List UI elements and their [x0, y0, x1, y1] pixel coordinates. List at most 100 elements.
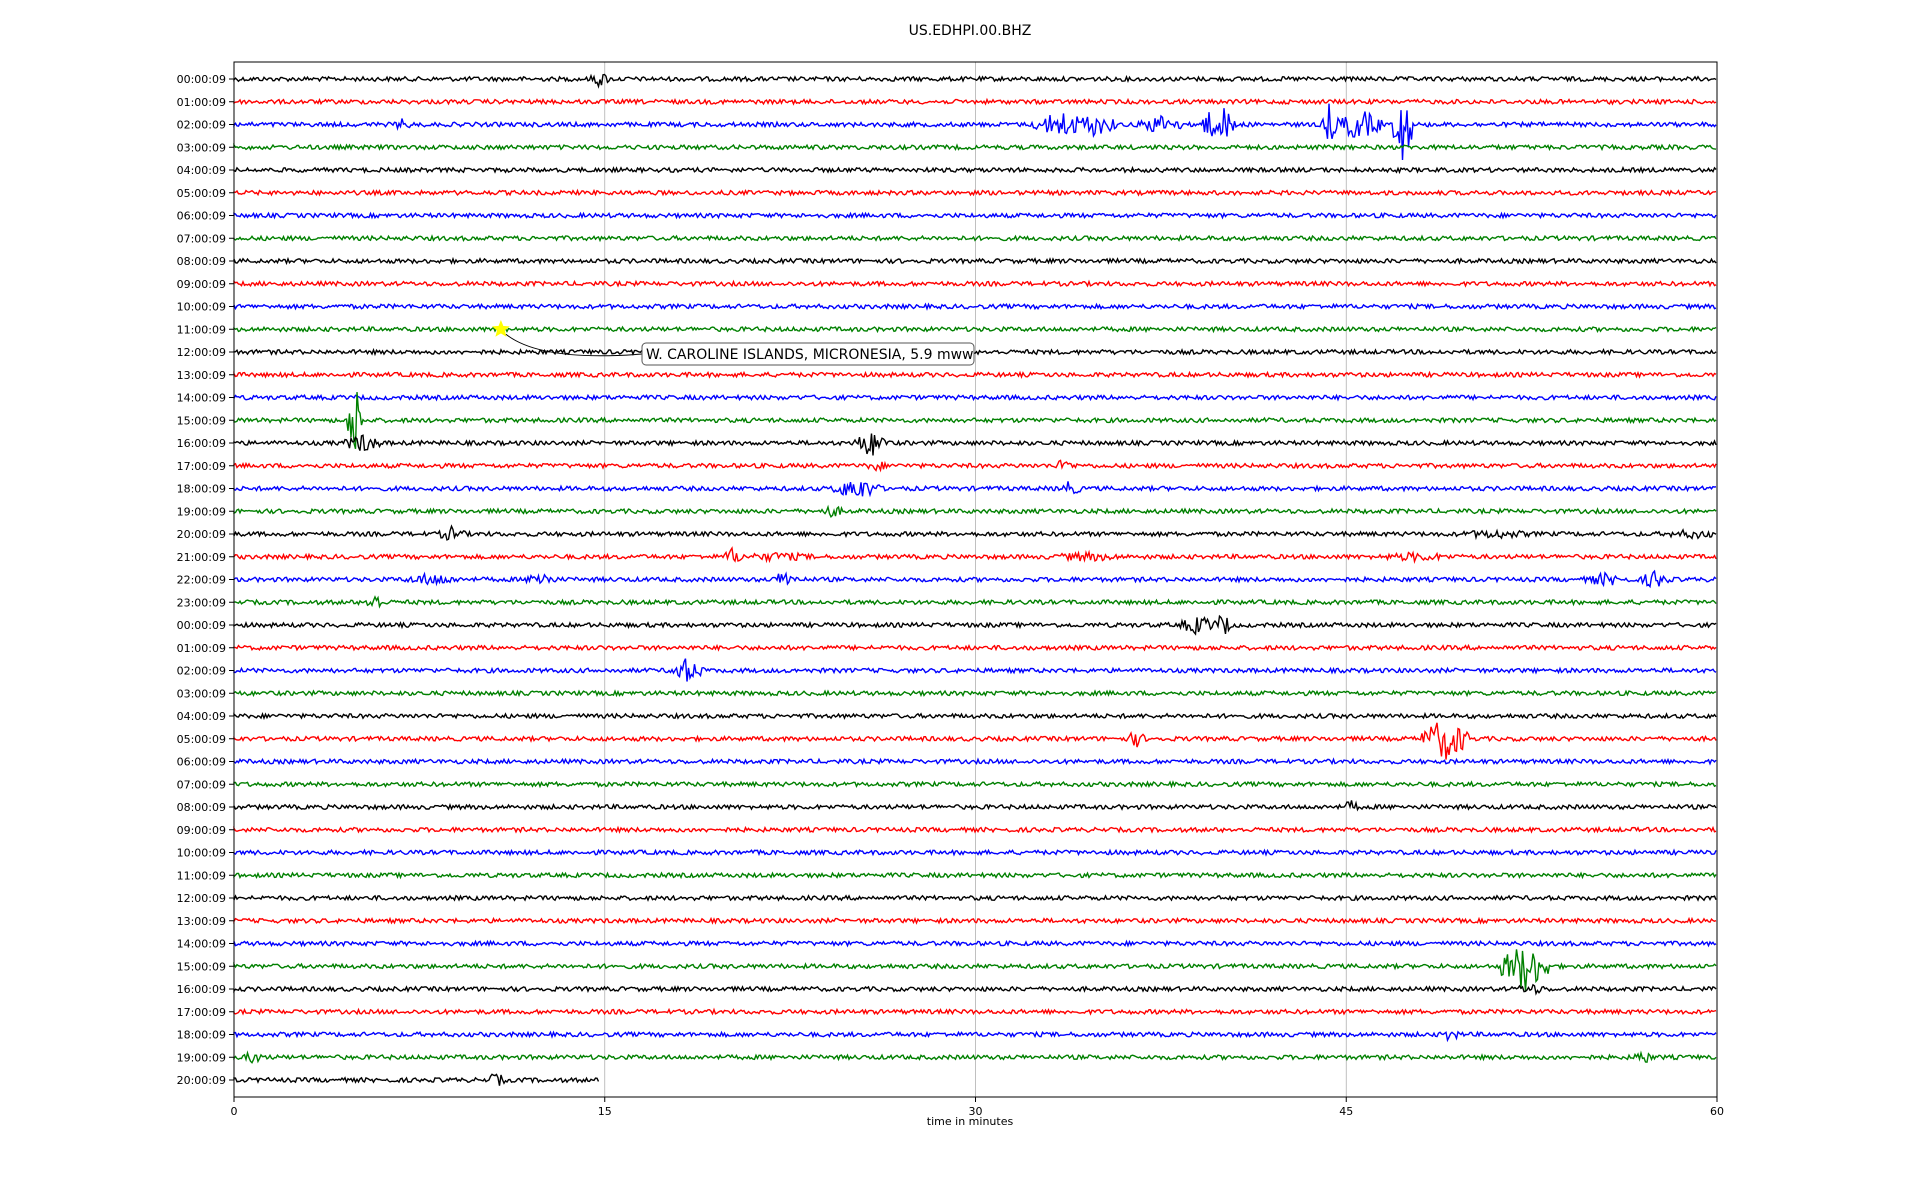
trace-row-9	[233, 279, 1717, 288]
y-tick-label-39: 15:00:09	[177, 960, 226, 973]
trace-row-13	[233, 370, 1717, 379]
y-tick-label-34: 10:00:09	[177, 847, 226, 860]
trace-row-6	[233, 211, 1717, 220]
annotation-text: W. CAROLINE ISLANDS, MICRONESIA, 5.9 mww	[646, 347, 973, 363]
y-tick-label-0: 00:00:09	[177, 73, 226, 86]
y-tick-label-20: 20:00:09	[177, 528, 226, 541]
y-tick-label-44: 20:00:09	[177, 1074, 226, 1087]
trace-row-26	[233, 658, 1717, 682]
trace-row-4	[233, 165, 1717, 175]
y-tick-label-29: 05:00:09	[177, 733, 226, 746]
trace-row-38	[233, 939, 1717, 948]
annotation-box	[641, 342, 975, 366]
trace-row-43	[233, 1050, 1717, 1064]
y-tick-label-7: 07:00:09	[177, 232, 226, 245]
trace-row-23	[233, 595, 1717, 609]
trace-row-21	[233, 546, 1717, 565]
y-tick-label-31: 07:00:09	[177, 778, 226, 791]
trace-row-1	[233, 97, 1717, 106]
y-tick-label-12: 12:00:09	[177, 346, 226, 359]
y-tick-label-16: 16:00:09	[177, 437, 226, 450]
trace-row-39	[233, 949, 1717, 991]
trace-row-41	[233, 1007, 1717, 1016]
trace-row-11	[233, 325, 1717, 334]
y-tick-label-24: 00:00:09	[177, 619, 226, 632]
y-tick-label-28: 04:00:09	[177, 710, 226, 723]
y-tick-label-38: 14:00:09	[177, 938, 226, 951]
trace-row-15	[233, 392, 1717, 449]
x-tick-label-2: 30	[969, 1105, 983, 1118]
trace-row-12	[233, 347, 1717, 357]
y-tick-label-5: 05:00:09	[177, 187, 226, 200]
y-tick-label-25: 01:00:09	[177, 642, 226, 655]
y-tick-label-30: 06:00:09	[177, 756, 226, 769]
y-tick-label-43: 19:00:09	[177, 1051, 226, 1064]
y-tick-label-10: 10:00:09	[177, 301, 226, 314]
trace-row-27	[233, 689, 1717, 698]
y-tick-label-14: 14:00:09	[177, 392, 226, 405]
trace-row-5	[233, 188, 1717, 197]
y-tick-label-13: 13:00:09	[177, 369, 226, 382]
seismogram-traces	[233, 73, 1717, 1086]
trace-row-42	[233, 1030, 1717, 1043]
y-tick-label-21: 21:00:09	[177, 551, 226, 564]
x-tick-label-4: 60	[1710, 1105, 1724, 1118]
trace-row-25	[233, 643, 1717, 652]
trace-row-0	[233, 73, 1717, 89]
x-axis-label: time in minutes	[927, 1115, 1014, 1128]
trace-row-14	[233, 393, 1717, 402]
y-tick-label-27: 03:00:09	[177, 687, 226, 700]
trace-row-31	[233, 780, 1717, 789]
x-tick-label-0: 0	[231, 1105, 238, 1118]
y-tick-label-32: 08:00:09	[177, 801, 226, 814]
x-axis-ticks: 0 15 30 45 60	[231, 1097, 1724, 1118]
trace-row-7	[233, 234, 1717, 243]
y-tick-label-22: 22:00:09	[177, 574, 226, 587]
y-tick-label-33: 09:00:09	[177, 824, 226, 837]
trace-row-44	[233, 1073, 600, 1086]
trace-row-18	[233, 481, 1717, 498]
trace-row-37	[233, 916, 1717, 925]
y-tick-label-2: 02:00:09	[177, 119, 226, 132]
chart-title: US.EDHPI.00.BHZ	[909, 23, 1032, 39]
trace-row-2	[233, 103, 1717, 161]
y-tick-label-40: 16:00:09	[177, 983, 226, 996]
y-axis-tick-labels: 00:00:09 01:00:09 02:00:09 03:00:09 04:00:09…	[177, 73, 234, 1087]
trace-row-19	[233, 504, 1717, 518]
trace-row-24	[233, 614, 1717, 636]
y-tick-label-23: 23:00:09	[177, 596, 226, 609]
trace-row-33	[233, 825, 1717, 834]
trace-row-8	[233, 256, 1717, 266]
trace-row-30	[233, 757, 1717, 766]
trace-row-40	[233, 983, 1717, 996]
y-tick-label-36: 12:00:09	[177, 892, 226, 905]
trace-row-20	[233, 524, 1717, 541]
trace-row-17	[233, 459, 1717, 473]
trace-row-16	[233, 433, 1717, 456]
trace-row-3	[233, 142, 1717, 152]
y-tick-label-18: 18:00:09	[177, 483, 226, 496]
y-tick-label-19: 19:00:09	[177, 505, 226, 518]
trace-row-22	[233, 569, 1717, 589]
x-tick-label-1: 15	[598, 1105, 612, 1118]
y-tick-label-6: 06:00:09	[177, 210, 226, 223]
x-tick-label-3: 45	[1339, 1105, 1353, 1118]
y-tick-label-9: 09:00:09	[177, 278, 226, 291]
trace-row-28	[233, 711, 1717, 721]
y-tick-label-41: 17:00:09	[177, 1006, 226, 1019]
y-tick-label-1: 01:00:09	[177, 96, 226, 109]
y-tick-label-11: 11:00:09	[177, 323, 226, 336]
trace-row-35	[233, 871, 1717, 880]
y-tick-label-17: 17:00:09	[177, 460, 226, 473]
y-tick-label-42: 18:00:09	[177, 1029, 226, 1042]
y-tick-label-35: 11:00:09	[177, 869, 226, 882]
y-tick-label-4: 04:00:09	[177, 164, 226, 177]
event-star-marker	[492, 319, 510, 337]
annotation-connector	[505, 333, 643, 357]
y-tick-label-37: 13:00:09	[177, 915, 226, 928]
trace-row-29	[233, 722, 1717, 760]
trace-row-36	[233, 894, 1717, 902]
y-tick-label-26: 02:00:09	[177, 665, 226, 678]
y-tick-label-15: 15:00:09	[177, 414, 226, 427]
trace-row-32	[233, 800, 1717, 812]
